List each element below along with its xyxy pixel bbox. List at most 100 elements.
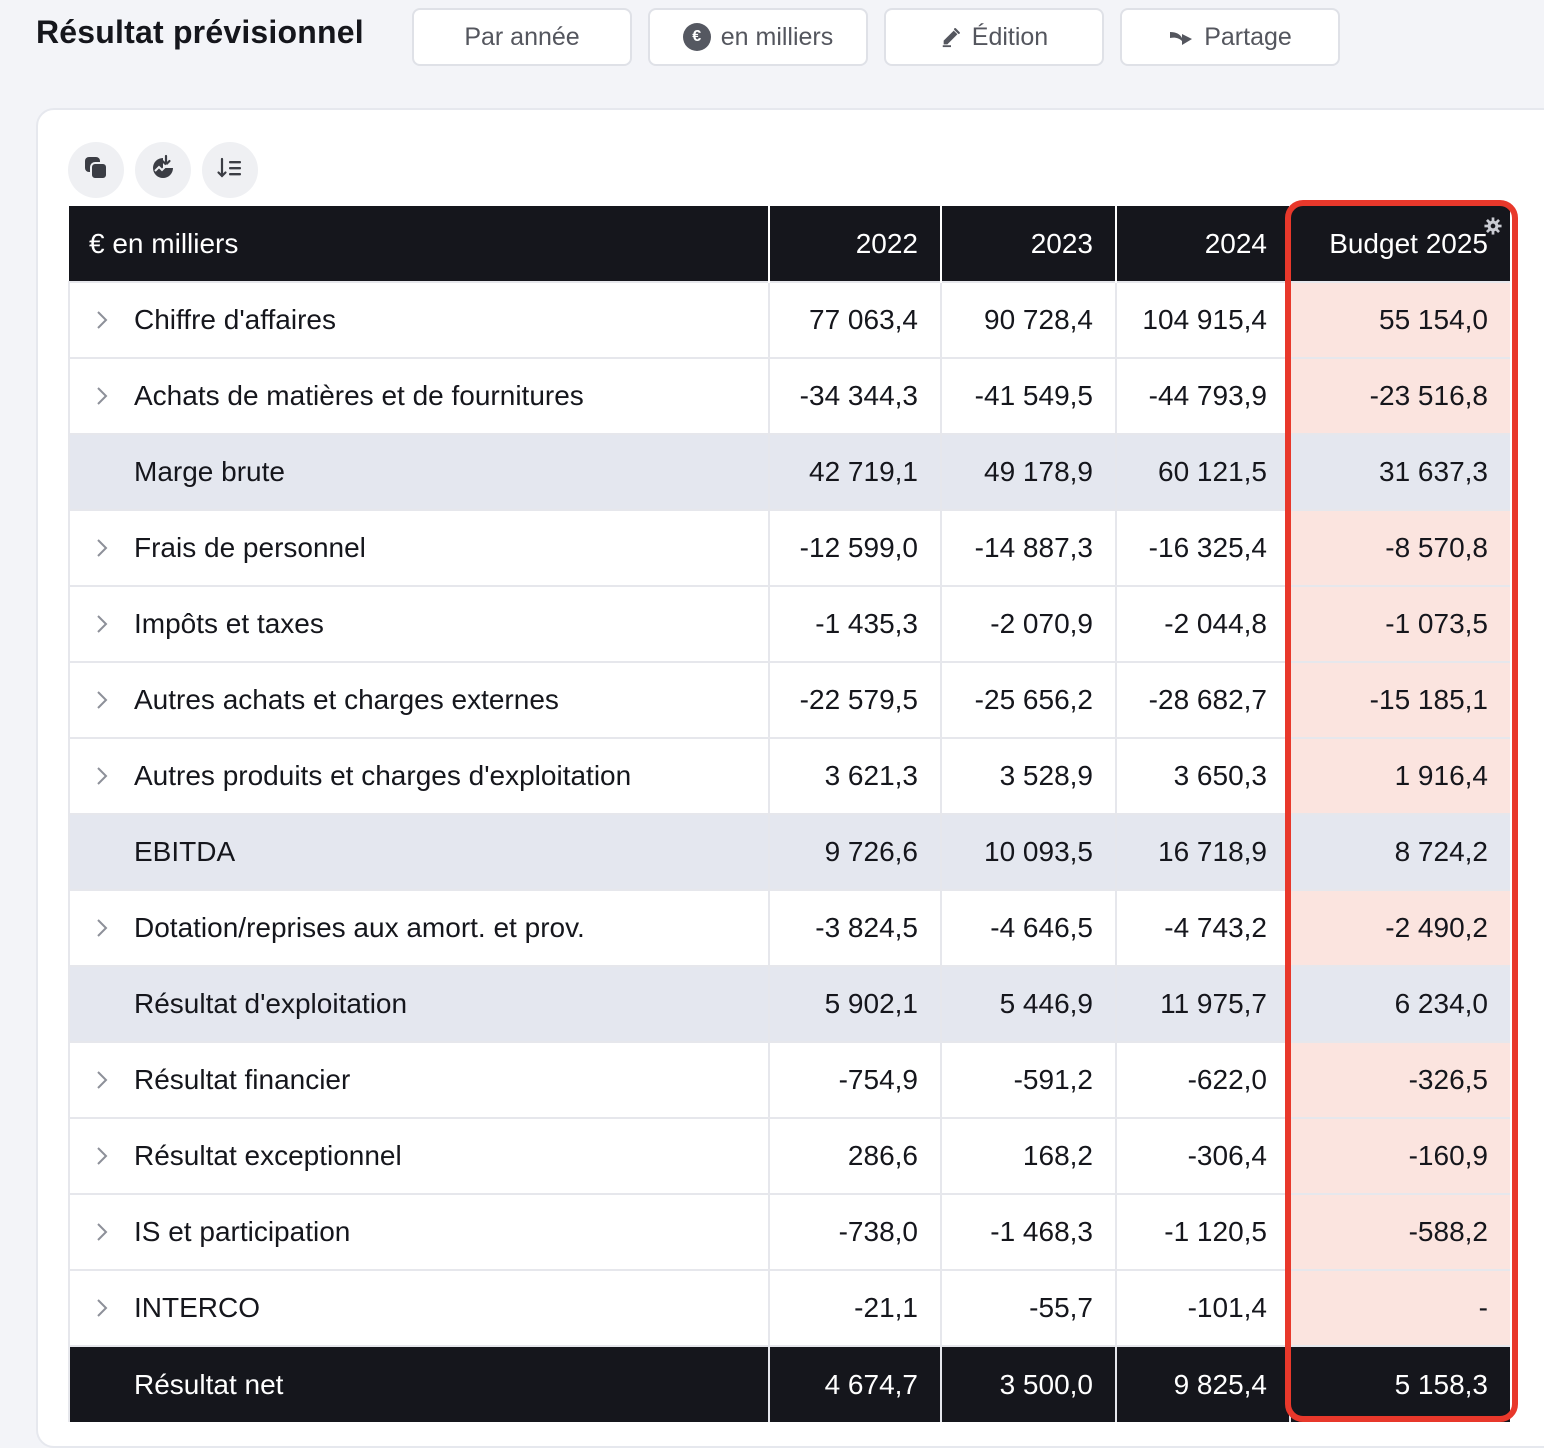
- cell-2022: -3 824,5: [768, 889, 941, 966]
- column-header-budget-2025[interactable]: Budget 2025: [1289, 206, 1510, 282]
- row-label: Résultat financier: [134, 1064, 351, 1095]
- cell-2023: 5 446,9: [940, 965, 1116, 1042]
- column-header-unit: € en milliers: [69, 206, 769, 282]
- cell-2023: -591,2: [940, 1041, 1116, 1118]
- table-row[interactable]: Chiffre d'affaires 77 063,4 90 728,4 104 91…: [68, 281, 1510, 358]
- table-row[interactable]: Autres produits et charges d'exploitatio…: [68, 737, 1510, 814]
- cell-budget-2025: -588,2: [1289, 1193, 1510, 1270]
- row-label: Dotation/reprises aux amort. et prov.: [134, 912, 585, 943]
- cell-2024: -4 743,2: [1115, 889, 1290, 966]
- cell-budget-2025: -326,5: [1289, 1041, 1510, 1118]
- cell-2024: 104 915,4: [1115, 281, 1290, 358]
- euro-icon: €: [682, 23, 711, 51]
- cell-2022: -754,9: [768, 1041, 941, 1118]
- copy-button[interactable]: [68, 142, 124, 198]
- row-label-cell: INTERCO: [68, 1269, 769, 1346]
- cell-2022: 286,6: [768, 1117, 941, 1194]
- cell-2023: -14 887,3: [940, 509, 1116, 586]
- row-label-cell: Résultat financier: [68, 1041, 769, 1118]
- chevron-right-icon[interactable]: [71, 918, 134, 938]
- table-row: EBITDA 9 726,6 10 093,5 16 718,9 8 724,2: [68, 813, 1510, 890]
- gear-icon[interactable]: [1484, 210, 1502, 235]
- cell-2022: 5 902,1: [768, 965, 941, 1042]
- cell-2024: -101,4: [1115, 1269, 1290, 1346]
- cell-2023: 168,2: [940, 1117, 1116, 1194]
- row-label-cell: Résultat exceptionnel: [68, 1117, 769, 1194]
- table-row[interactable]: INTERCO -21,1 -55,7 -101,4-: [68, 1269, 1510, 1346]
- cell-budget-2025: 31 637,3: [1289, 433, 1510, 510]
- cell-2022: -12 599,0: [768, 509, 941, 586]
- cell-2024: -1 120,5: [1115, 1193, 1290, 1270]
- chevron-right-icon[interactable]: [71, 690, 134, 710]
- row-label: INTERCO: [134, 1292, 260, 1323]
- cell-2024: 9 825,4: [1115, 1345, 1290, 1422]
- chevron-right-icon[interactable]: [71, 310, 134, 330]
- cell-budget-2025: -: [1289, 1269, 1510, 1346]
- chart-download-button[interactable]: [135, 142, 191, 198]
- cell-2024: -28 682,7: [1115, 661, 1290, 738]
- unit-button-label: en milliers: [720, 22, 834, 51]
- cell-budget-2025: -160,9: [1289, 1117, 1510, 1194]
- row-label: Chiffre d'affaires: [134, 304, 336, 335]
- table-row[interactable]: IS et participation -738,0 -1 468,3 -1 120,…: [68, 1193, 1510, 1270]
- row-label-cell: Marge brute: [68, 433, 769, 510]
- top-bar: Résultat prévisionnel Par année € en mil…: [0, 0, 1544, 78]
- row-label-cell: IS et participation: [68, 1193, 769, 1270]
- sort-button[interactable]: [202, 142, 258, 198]
- row-label: Résultat d'exploitation: [134, 988, 408, 1019]
- column-header-2024[interactable]: 2024: [1115, 206, 1290, 282]
- cell-2024: -622,0: [1115, 1041, 1290, 1118]
- table-row: Résultat net 4 674,7 3 500,0 9 825,4 5 158,3: [68, 1345, 1510, 1422]
- cell-budget-2025: 55 154,0: [1289, 281, 1510, 358]
- period-button[interactable]: Par année: [412, 8, 632, 66]
- cell-budget-2025: -1 073,5: [1289, 585, 1510, 662]
- row-label-cell: Autres produits et charges d'exploitatio…: [68, 737, 769, 814]
- copy-icon: [82, 154, 110, 187]
- table-header-row: € en milliers 2022 2023 2024 Budget 2025: [69, 206, 1510, 282]
- cell-2022: -34 344,3: [768, 357, 941, 434]
- edit-button-label: Édition: [971, 22, 1049, 51]
- unit-button[interactable]: € en milliers: [648, 8, 868, 66]
- row-label: IS et participation: [134, 1216, 351, 1247]
- cell-2022: 9 726,6: [768, 813, 941, 890]
- chevron-right-icon[interactable]: [71, 766, 134, 786]
- table-row[interactable]: Frais de personnel -12 599,0 -14 887,3 -16 …: [68, 509, 1510, 586]
- table-row[interactable]: Résultat exceptionnel 286,6 168,2 -306,4 -16…: [68, 1117, 1510, 1194]
- table-row[interactable]: Achats de matières et de fournitures -34 …: [68, 357, 1510, 434]
- share-button[interactable]: Partage: [1120, 8, 1340, 66]
- cell-2023: 90 728,4: [940, 281, 1116, 358]
- table-row[interactable]: Impôts et taxes -1 435,3 -2 070,9 -2 044,8-…: [68, 585, 1510, 662]
- chevron-right-icon[interactable]: [71, 614, 134, 634]
- chevron-right-icon[interactable]: [71, 1222, 134, 1242]
- cell-budget-2025: -2 490,2: [1289, 889, 1510, 966]
- column-header-2023[interactable]: 2023: [940, 206, 1116, 282]
- cell-2024: -306,4: [1115, 1117, 1290, 1194]
- cell-2023: -2 070,9: [940, 585, 1116, 662]
- chevron-right-icon[interactable]: [71, 538, 134, 558]
- row-label-cell: Résultat d'exploitation: [68, 965, 769, 1042]
- cell-budget-2025: 6 234,0: [1289, 965, 1510, 1042]
- chart-download-icon: [149, 154, 177, 187]
- cell-2022: 77 063,4: [768, 281, 941, 358]
- column-header-budget-label: Budget 2025: [1329, 227, 1488, 259]
- row-label: EBITDA: [134, 836, 236, 867]
- cell-2023: -25 656,2: [940, 661, 1116, 738]
- edit-button[interactable]: Édition: [884, 8, 1104, 66]
- chevron-right-icon[interactable]: [71, 1070, 134, 1090]
- row-label-cell: Achats de matières et de fournitures: [68, 357, 769, 434]
- row-label: Autres produits et charges d'exploitatio…: [134, 760, 632, 791]
- page-title: Résultat prévisionnel: [36, 14, 364, 50]
- table-row[interactable]: Autres achats et charges externes -22 579…: [68, 661, 1510, 738]
- row-label-cell: Résultat net: [68, 1345, 769, 1422]
- row-label-cell: Impôts et taxes: [68, 585, 769, 662]
- column-header-2022[interactable]: 2022: [768, 206, 941, 282]
- share-button-label: Partage: [1204, 22, 1292, 51]
- chevron-right-icon[interactable]: [71, 386, 134, 406]
- cell-2022: 4 674,7: [768, 1345, 941, 1422]
- row-label-cell: EBITDA: [68, 813, 769, 890]
- chevron-right-icon[interactable]: [71, 1146, 134, 1166]
- cell-2024: -44 793,9: [1115, 357, 1290, 434]
- table-row[interactable]: Résultat financier -754,9 -591,2 -622,0 -326…: [68, 1041, 1510, 1118]
- table-row[interactable]: Dotation/reprises aux amort. et prov. -3 …: [68, 889, 1510, 966]
- chevron-right-icon[interactable]: [71, 1298, 134, 1318]
